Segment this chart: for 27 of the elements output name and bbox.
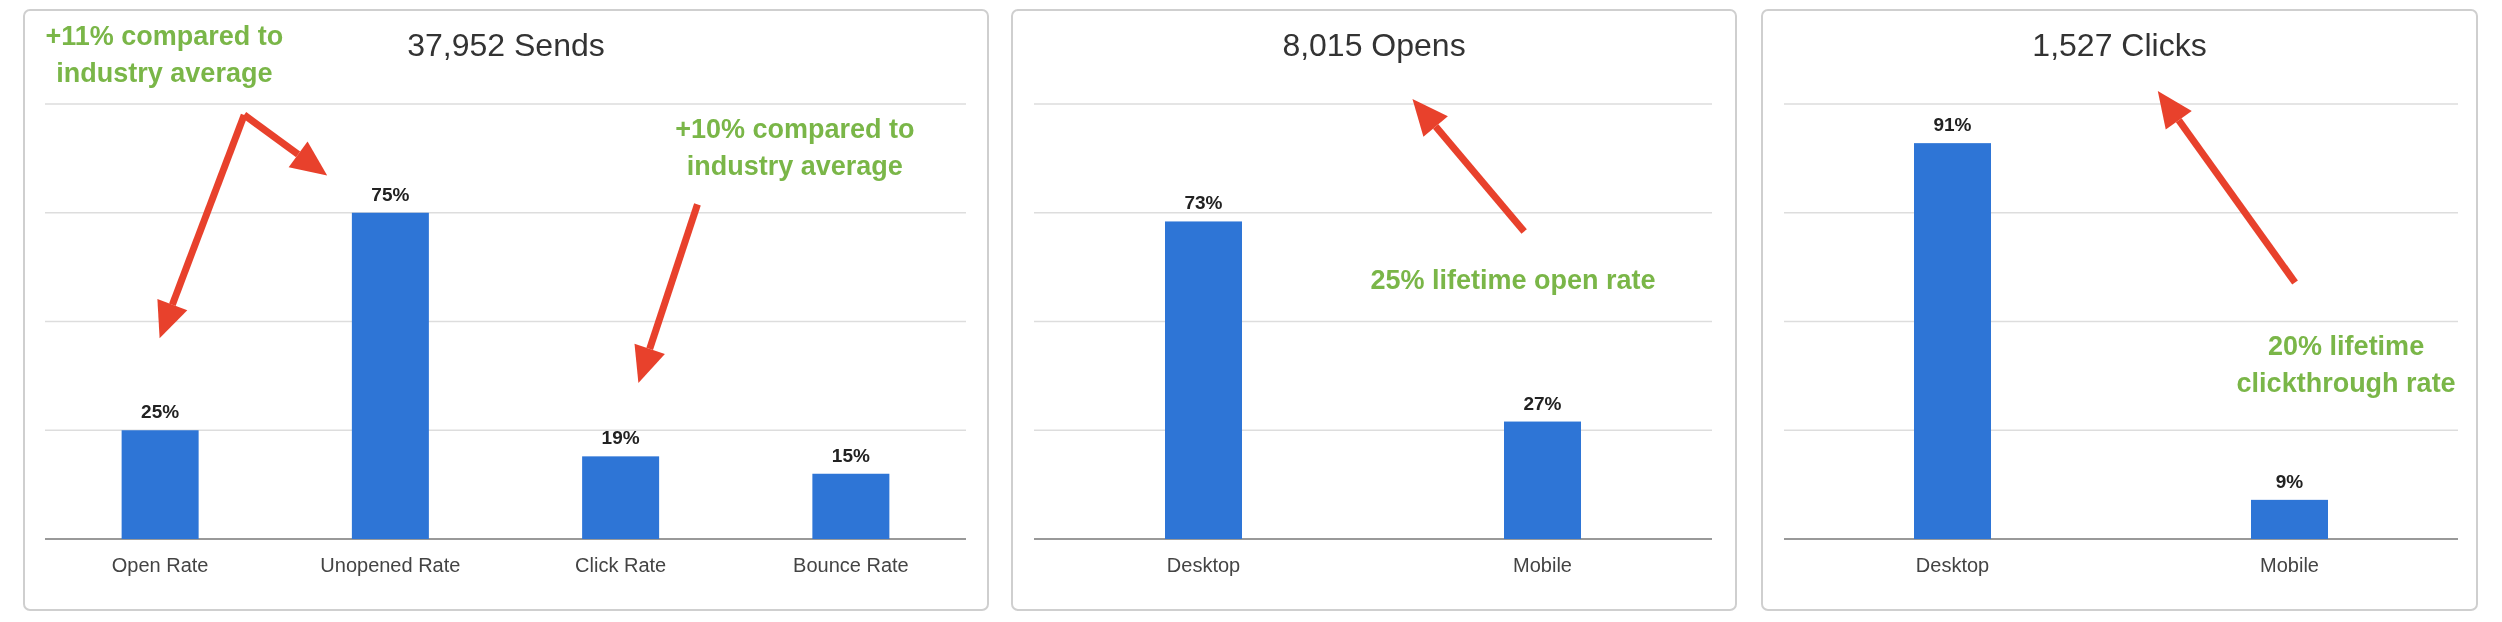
annotation: +10% compared to industry average xyxy=(675,113,915,181)
x-tick-label: Desktop xyxy=(1915,554,1990,576)
x-tick-label: Open Rate xyxy=(111,554,209,576)
chart-title: 37,952 Sends xyxy=(407,27,605,63)
data-label: 91% xyxy=(1933,114,1972,136)
bar xyxy=(812,473,890,539)
data-label: 75% xyxy=(371,183,410,205)
bar xyxy=(351,212,429,539)
chart-title: 8,015 Opens xyxy=(1282,27,1466,63)
data-label: 15% xyxy=(831,444,870,466)
x-tick-label: Bounce Rate xyxy=(793,554,909,576)
data-label: 9% xyxy=(2275,470,2304,492)
data-label: 25% xyxy=(141,401,180,423)
text: +11% compared to industry average xyxy=(45,21,284,89)
chart-title: 1,527 Clicks xyxy=(2032,27,2207,63)
annotation: 25% lifetime open rate xyxy=(1370,265,1656,296)
bar xyxy=(121,430,199,539)
annotation: 20% lifetime clickthrough rate xyxy=(2236,330,2456,398)
x-tick-label: Mobile xyxy=(1513,554,1572,576)
x-tick-label: Unopened Rate xyxy=(320,554,461,576)
data-label: 19% xyxy=(601,427,640,449)
x-tick-label: Mobile xyxy=(2260,554,2319,576)
bar xyxy=(582,456,660,539)
x-tick-label: Click Rate xyxy=(575,554,667,576)
x-tick-label: Desktop xyxy=(1166,554,1241,576)
data-label: 27% xyxy=(1523,392,1562,414)
data-label: 73% xyxy=(1184,192,1223,214)
